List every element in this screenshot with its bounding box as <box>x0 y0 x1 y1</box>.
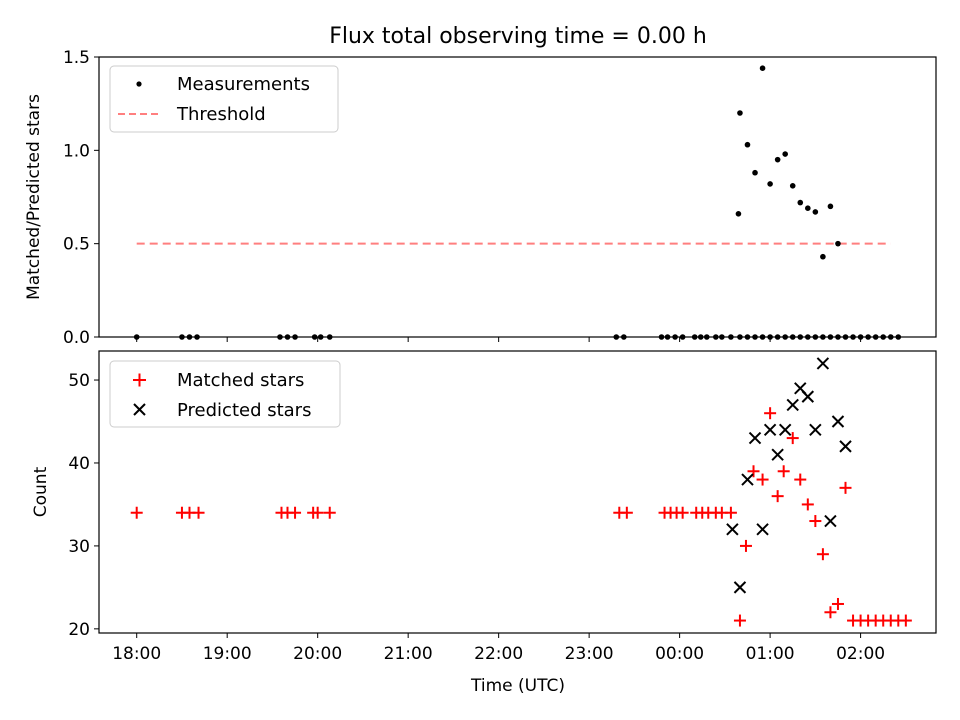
measurement-point <box>774 156 781 163</box>
top-y-ticks: 0.0 0.5 1.0 1.5 <box>63 48 99 348</box>
measurement-point <box>759 65 766 71</box>
matched-star-point <box>839 481 852 494</box>
figure-title: Flux total observing time = 0.00 h <box>329 24 707 49</box>
bottom-y-ticks: 20 30 40 50 <box>68 371 99 640</box>
bottom-predicted-points <box>726 357 852 594</box>
matched-star-point <box>801 498 814 511</box>
matched-star-point <box>130 506 143 519</box>
matched-star-point <box>764 407 777 420</box>
measurement-point <box>820 253 826 260</box>
matched-star-point <box>733 614 746 627</box>
measurement-point <box>797 199 804 206</box>
bottom-y-axis-label: Count <box>31 466 51 517</box>
top-panel: 0.0 0.5 1.0 1.5 Matched/Predicted stars Mea… <box>24 48 937 348</box>
matched-star-point <box>756 473 769 486</box>
bottom-x-tick-label: 00:00 <box>655 644 704 664</box>
bottom-x-tick-label: 20:00 <box>293 644 342 664</box>
bottom-x-tick-label: 19:00 <box>203 644 252 664</box>
matched-star-point <box>786 432 799 445</box>
top-axes-frame <box>98 56 937 338</box>
legend-measurements-marker <box>136 81 142 87</box>
measurement-point <box>789 183 796 189</box>
measurement-point <box>735 211 742 217</box>
matched-star-point <box>311 506 324 519</box>
bottom-y-tick-label: 40 <box>68 454 90 474</box>
top-legend-box <box>109 65 339 133</box>
matched-star-point <box>831 597 844 610</box>
matched-star-point <box>323 506 336 519</box>
bottom-x-tick-label: 02:00 <box>836 644 885 664</box>
predicted-star-point <box>741 473 754 486</box>
measurement-point <box>827 203 834 210</box>
legend-matched-marker <box>133 373 146 387</box>
matched-star-point <box>777 465 790 478</box>
matched-star-point <box>809 515 822 528</box>
predicted-star-point <box>824 514 837 528</box>
top-y-axis-label: Matched/Predicted stars <box>24 94 44 300</box>
matched-star-point <box>816 548 829 561</box>
top-y-tick-label: 0.5 <box>63 235 90 255</box>
bottom-x-tick-label: 22:00 <box>474 644 523 664</box>
measurement-point <box>812 209 819 215</box>
measurement-point <box>835 240 841 247</box>
bottom-axes-frame <box>98 350 937 634</box>
bottom-x-axis-label: Time (UTC) <box>470 676 565 696</box>
bottom-legend: Matched stars Predicted stars <box>109 360 341 428</box>
bottom-x-ticks: 18:00 19:00 20:00 21:00 22:00 23:00 00:00 01:00… <box>112 633 885 664</box>
measurement-point <box>782 151 788 157</box>
bottom-y-tick-label: 50 <box>68 371 90 391</box>
top-y-tick-label: 1.0 <box>63 141 90 161</box>
top-y-tick-label: 1.5 <box>63 48 90 68</box>
predicted-star-point <box>809 423 822 437</box>
predicted-star-point <box>831 415 845 428</box>
legend-predicted-marker <box>133 403 146 416</box>
legend-matched-label: Matched stars <box>177 370 304 391</box>
bottom-x-tick-label: 01:00 <box>746 644 795 664</box>
measurement-point <box>744 141 751 148</box>
matched-star-point <box>747 465 760 478</box>
bottom-x-tick-label: 18:00 <box>112 644 161 664</box>
measurement-point <box>767 181 773 187</box>
measurement-point <box>752 169 758 176</box>
predicted-star-point <box>771 448 784 461</box>
matched-star-point <box>739 539 752 552</box>
bottom-y-tick-label: 20 <box>68 620 90 640</box>
predicted-star-point <box>786 398 799 412</box>
matched-star-point <box>794 473 807 486</box>
matched-star-point <box>771 490 784 503</box>
matched-star-point <box>824 606 837 619</box>
bottom-x-tick-label: 23:00 <box>565 644 614 664</box>
bottom-y-tick-label: 30 <box>68 537 90 557</box>
bottom-x-tick-label: 21:00 <box>384 644 433 664</box>
bottom-legend-box <box>109 360 341 428</box>
bottom-panel: 20 30 40 50 18:00 19:00 20:00 21:00 22:00 23:00 0… <box>31 350 937 696</box>
matched-star-point <box>192 506 205 519</box>
predicted-star-point <box>778 423 792 437</box>
matched-star-point <box>676 506 689 519</box>
legend-threshold-label: Threshold <box>176 104 266 125</box>
top-y-tick-label: 0.0 <box>63 328 90 348</box>
predicted-star-point <box>839 440 852 453</box>
predicted-star-point <box>726 523 739 536</box>
predicted-star-point <box>748 431 762 445</box>
measurement-point <box>805 205 811 211</box>
matched-star-point <box>289 506 302 519</box>
legend-measurements-label: Measurements <box>177 74 310 95</box>
legend-predicted-label: Predicted stars <box>177 400 311 421</box>
top-legend: Measurements Threshold <box>109 65 339 133</box>
matched-star-point <box>620 506 633 519</box>
predicted-star-point <box>756 523 769 536</box>
bottom-matched-points <box>130 407 912 627</box>
predicted-star-point <box>801 390 815 403</box>
predicted-star-point <box>763 423 777 437</box>
predicted-star-point <box>816 357 830 370</box>
matched-star-point <box>724 506 737 519</box>
measurement-point <box>737 110 743 116</box>
matched-star-point <box>899 614 912 627</box>
predicted-star-point <box>733 581 747 594</box>
